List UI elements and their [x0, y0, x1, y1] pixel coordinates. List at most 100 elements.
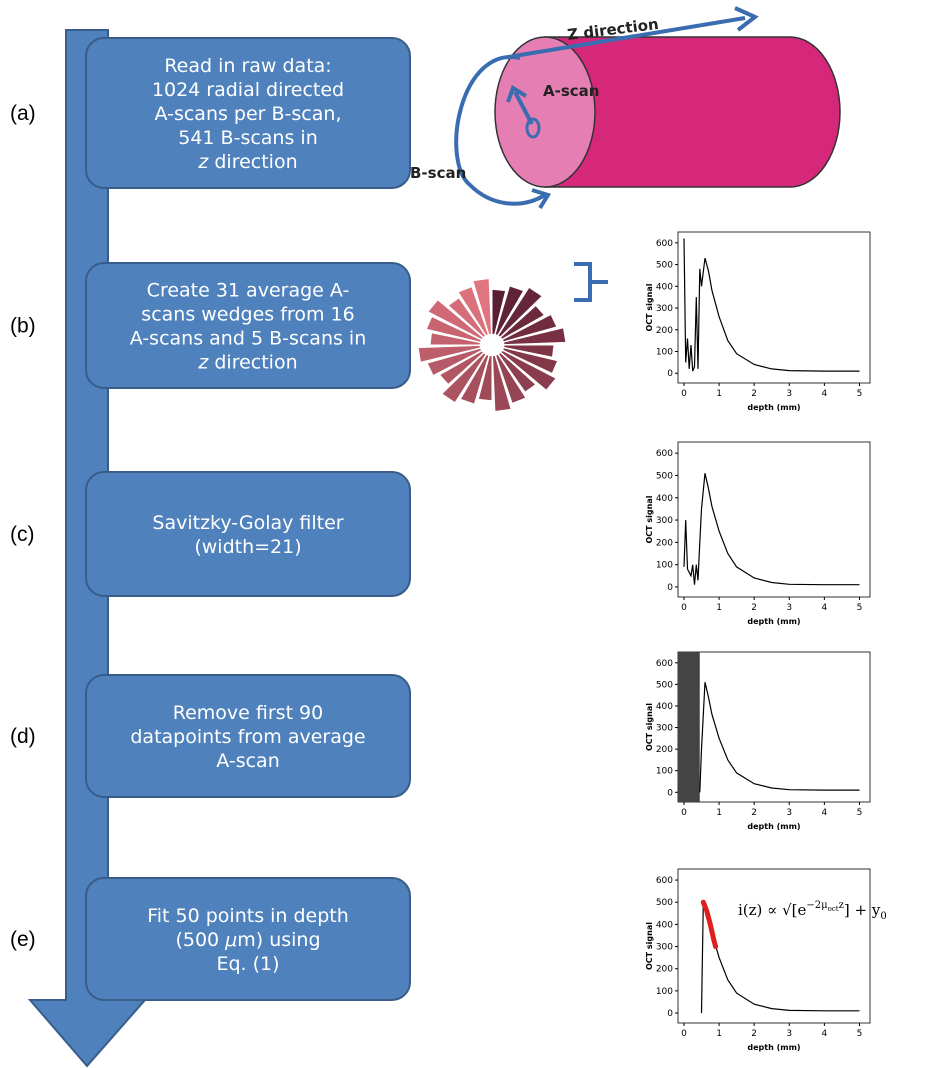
y-tick-label: 500 — [656, 261, 673, 271]
y-tick-label: 600 — [656, 876, 673, 886]
step-text-segment: Fit 50 points in depth — [147, 905, 349, 927]
x-tick-label: 2 — [751, 1029, 757, 1039]
x-tick-label: 1 — [716, 389, 722, 399]
y-tick-label: 500 — [656, 898, 673, 908]
step-text: Remove first 90 — [173, 702, 324, 724]
step-label: (e) — [10, 928, 36, 951]
step-text: Fit 50 points in depth — [147, 905, 349, 927]
y-tick-label: 100 — [656, 347, 673, 357]
plot-frame — [678, 442, 870, 597]
step-label: (b) — [10, 315, 36, 338]
x-tick-label: 5 — [857, 1029, 863, 1039]
y-axis-label: OCT signal — [645, 495, 654, 543]
step-text-segment: scans wedges from 16 — [141, 304, 354, 326]
y-tick-label: 400 — [656, 702, 673, 712]
step-text: Create 31 average A- — [147, 280, 350, 302]
plot-frame — [678, 652, 870, 802]
equation-part: + y — [850, 901, 881, 919]
x-tick-label: 4 — [822, 389, 828, 399]
plot-frame — [678, 232, 870, 383]
x-tick-label: 0 — [681, 1029, 687, 1039]
step-text-segment: (500 — [175, 929, 225, 951]
x-tick-label: 2 — [751, 808, 757, 818]
step-text: (500 μm) using — [175, 929, 320, 951]
step-text: 1024 radial directed — [152, 79, 344, 101]
x-axis-label: depth (mm) — [747, 617, 800, 626]
x-tick-label: 4 — [822, 603, 828, 613]
step-text: z direction — [197, 151, 297, 173]
x-tick-label: 2 — [751, 603, 757, 613]
x-tick-label: 5 — [857, 389, 863, 399]
x-tick-label: 5 — [857, 603, 863, 613]
step-text: (width=21) — [194, 536, 301, 558]
equation-part: 0 — [880, 911, 886, 922]
y-tick-label: 100 — [656, 987, 673, 997]
y-tick-label: 100 — [656, 561, 673, 571]
step-label: (c) — [10, 523, 35, 546]
wedge-fan — [418, 279, 566, 412]
y-tick-label: 600 — [656, 659, 673, 669]
y-tick-label: 300 — [656, 724, 673, 734]
step-text-segment: 541 B-scans in — [178, 127, 318, 149]
step-text: 541 B-scans in — [178, 127, 318, 149]
y-axis-label: OCT signal — [645, 703, 654, 751]
equation-part: oct — [828, 905, 839, 913]
x-tick-label: 5 — [857, 808, 863, 818]
x-tick-label: 4 — [822, 808, 828, 818]
step-text-segment: Savitzky-Golay filter — [152, 512, 343, 534]
y-tick-label: 0 — [667, 369, 673, 379]
y-tick-label: 200 — [656, 745, 673, 755]
x-tick-label: 0 — [681, 603, 687, 613]
y-tick-label: 400 — [656, 494, 673, 504]
plot-frame — [678, 869, 870, 1023]
y-tick-label: 500 — [656, 471, 673, 481]
step-text-segment: (width=21) — [194, 536, 301, 558]
y-tick-label: 200 — [656, 965, 673, 975]
x-tick-label: 3 — [786, 808, 792, 818]
step-text: A-scans per B-scan, — [155, 103, 342, 125]
equation-part: i(z) ∝ √[e — [738, 901, 807, 919]
y-tick-label: 300 — [656, 943, 673, 953]
step-text: A-scans and 5 B-scans in — [130, 328, 367, 350]
x-tick-label: 1 — [716, 603, 722, 613]
step-text-segment: μ — [224, 929, 237, 951]
step-text: Eq. (1) — [216, 953, 279, 975]
y-tick-label: 300 — [656, 516, 673, 526]
x-tick-label: 3 — [786, 1029, 792, 1039]
y-tick-label: 100 — [656, 767, 673, 777]
y-tick-label: 500 — [656, 680, 673, 690]
y-axis-label: OCT signal — [645, 922, 654, 970]
step-text-segment: A-scan — [216, 750, 279, 772]
removed-region — [678, 652, 700, 802]
step-text: scans wedges from 16 — [141, 304, 354, 326]
x-tick-label: 3 — [786, 603, 792, 613]
step-text-segment: Remove first 90 — [173, 702, 324, 724]
step-box — [86, 472, 410, 596]
step-text: A-scan — [216, 750, 279, 772]
figure: Z direction A-scan B-scan (a)Read in raw… — [0, 0, 926, 1068]
x-axis-label: depth (mm) — [747, 403, 800, 412]
y-tick-label: 300 — [656, 304, 673, 314]
x-axis-label: depth (mm) — [747, 1043, 800, 1052]
x-tick-label: 1 — [716, 808, 722, 818]
step-text-segment: Eq. (1) — [216, 953, 279, 975]
step-label: (a) — [10, 102, 36, 125]
y-tick-label: 0 — [667, 788, 673, 798]
bracket — [574, 264, 608, 300]
x-tick-label: 0 — [681, 808, 687, 818]
b-scan-label: B-scan — [410, 164, 466, 182]
step-label: (d) — [10, 725, 36, 748]
step-text-segment: Read in raw data: — [164, 55, 331, 77]
x-tick-label: 0 — [681, 389, 687, 399]
step-text-segment: direction — [208, 352, 297, 374]
y-tick-label: 400 — [656, 282, 673, 292]
y-tick-label: 600 — [656, 239, 673, 249]
step-text-segment: datapoints from average — [130, 726, 365, 748]
x-tick-label: 3 — [786, 389, 792, 399]
cylinder — [456, 8, 840, 208]
step-text-segment: A-scans and 5 B-scans in — [130, 328, 367, 350]
y-tick-label: 400 — [656, 920, 673, 930]
x-tick-label: 2 — [751, 389, 757, 399]
step-text-segment: A-scans per B-scan, — [155, 103, 342, 125]
y-tick-label: 0 — [667, 1009, 673, 1019]
